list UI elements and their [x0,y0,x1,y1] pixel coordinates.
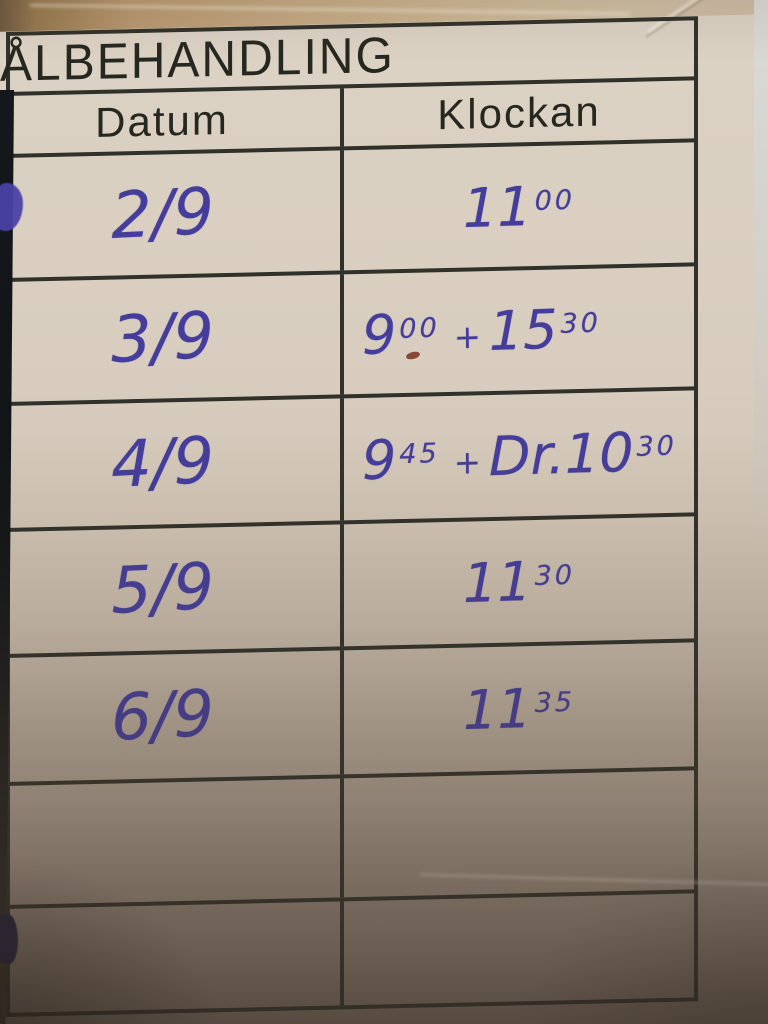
column-header-klockan-cell: Klockan [340,80,694,147]
klockan-value: 900 +1530 [362,296,601,366]
column-header-klockan: Klockan [437,87,601,139]
time-text: 11 [462,676,532,742]
time-text: 9 [361,427,397,492]
klockan-cell: 1100 [340,142,694,271]
datum-value: 6/9 [109,676,215,756]
time-text: 11 [462,549,532,615]
time-superscript: 00 [399,312,440,345]
table-row: 2/9 1100 [10,142,694,282]
time-superscript: 35 [534,686,576,719]
table-row [10,770,694,909]
table-row: 6/9 1135 [10,642,694,786]
klockan-value: 1100 [462,173,576,240]
klockan-value: 1135 [462,675,576,742]
table-title: ÅLBEHANDLING [0,27,395,92]
klockan-value: 1130 [462,548,576,615]
time-superscript: 30 [636,430,678,463]
time-text: Dr.10 [488,420,634,488]
datum-cell: 6/9 [10,650,340,781]
time-text: 11 [462,174,532,240]
klockan-cell: 945 + Dr.1030 [340,390,694,521]
datum-cell: 5/9 [10,524,340,653]
klockan-cell: 1135 [340,642,694,775]
klockan-cell: 900 +1530 [340,266,694,395]
datum-cell [10,778,340,904]
rows-container: 2/9 1100 3/9 900 +1530 4/9 945 + Dr.1030 5/9 1130 6… [10,142,694,1015]
klockan-cell [340,893,694,1008]
table-row: 5/9 1130 [10,516,694,658]
datum-cell [10,901,340,1014]
klockan-cell: 1130 [340,516,694,647]
treatment-table: ÅLBEHANDLING Datum Klockan 2/9 1100 3/9 900… [0,16,698,1017]
table-row: 4/9 945 + Dr.1030 [10,390,694,532]
datum-value: 2/9 [109,174,215,254]
column-header-datum: Datum [95,95,229,146]
paper-edge-strip [754,0,768,556]
time-text: 9 [361,302,397,367]
time-superscript: 00 [534,184,576,217]
time-superscript: 30 [560,307,602,340]
plus-sign: + [453,317,482,356]
datum-value: 3/9 [109,298,215,378]
table-row [10,893,694,1015]
datum-cell: 2/9 [10,150,340,277]
column-header-datum-cell: Datum [10,88,340,153]
klockan-value: 945 + Dr.1030 [362,419,677,492]
datum-value: 5/9 [109,549,215,629]
datum-value: 4/9 [109,423,215,503]
datum-cell: 3/9 [10,274,340,401]
table-row: 3/9 900 +1530 [10,266,694,406]
time-text: 15 [488,297,558,363]
plus-sign: + [453,442,482,482]
datum-cell: 4/9 [10,398,340,527]
klockan-cell [340,770,694,898]
time-superscript: 30 [534,559,576,592]
time-superscript: 45 [399,437,440,470]
